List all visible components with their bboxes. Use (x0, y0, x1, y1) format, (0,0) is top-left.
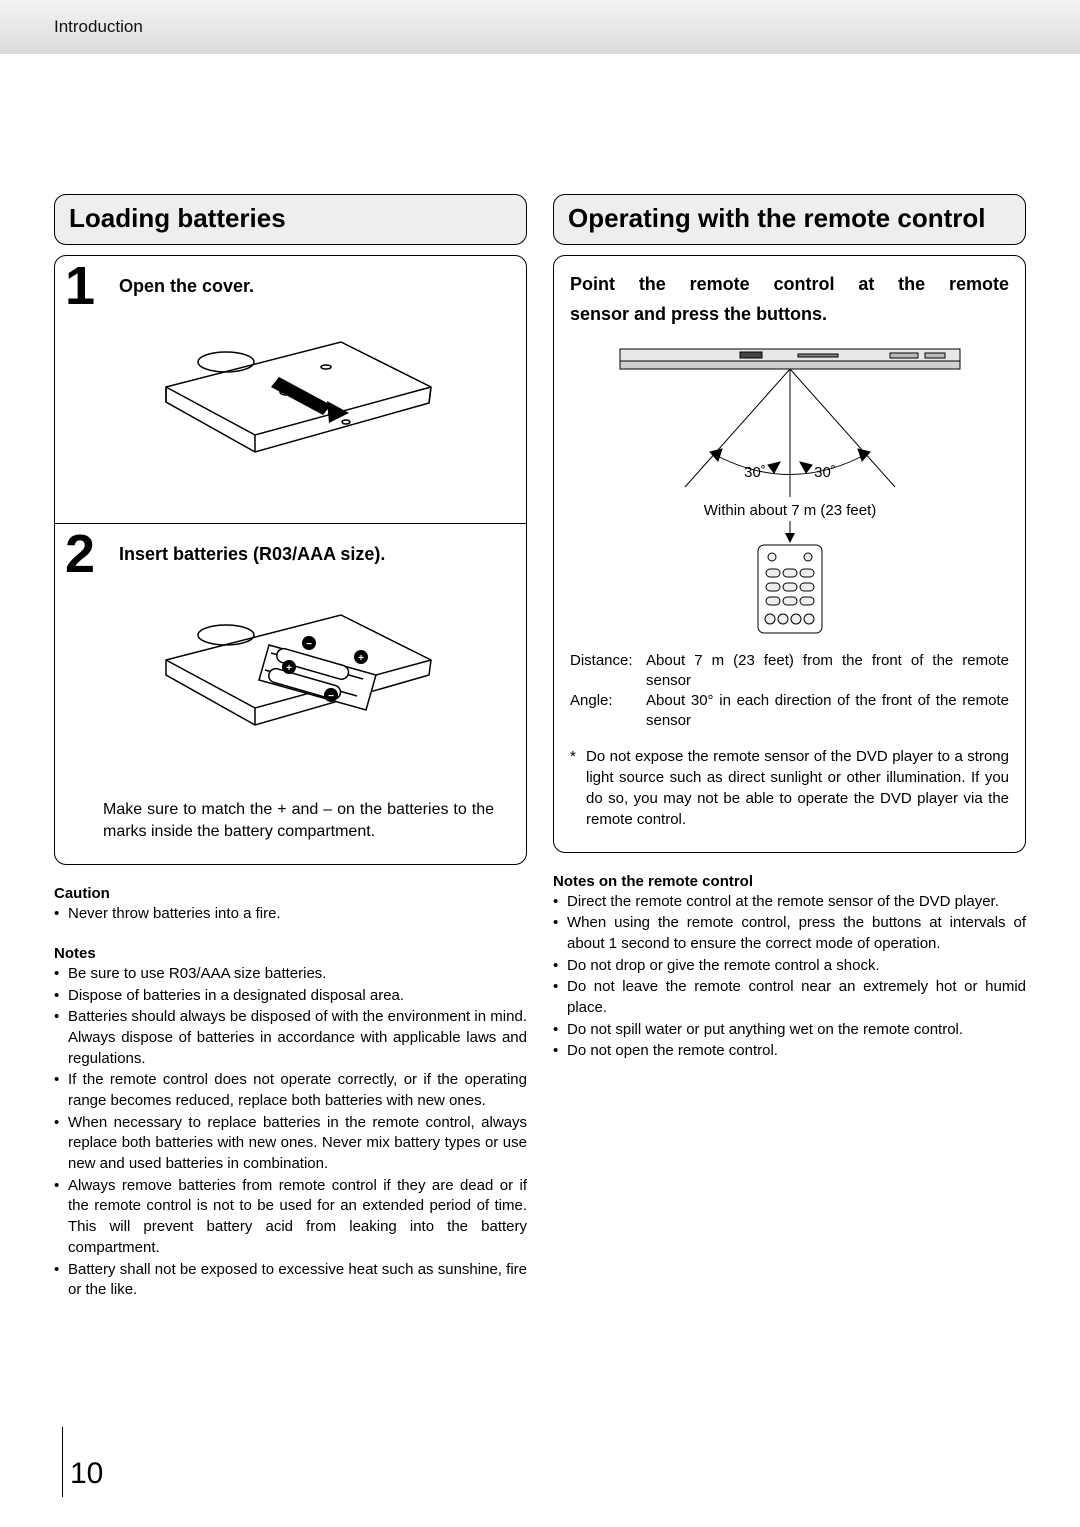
step-2: 2 Insert batteries (R03/AAA size). (55, 523, 526, 864)
list-item: •Do not leave the remote control near an… (553, 977, 1026, 1018)
list-item: •Direct the remote control at the remote… (553, 892, 1026, 913)
list-item: •Batteries should always be disposed of … (54, 1007, 527, 1069)
header-bar: Introduction (0, 0, 1080, 54)
spec-label: Distance: (570, 651, 646, 692)
insert-batteries-diagram: − + + − (131, 575, 451, 785)
spec-list: Distance: About 7 m (23 feet) from the f… (570, 651, 1009, 732)
caution-block: Caution •Never throw batteries into a fi… (54, 885, 527, 925)
notes-list-right: •Direct the remote control at the remote… (553, 892, 1026, 1063)
list-item: •Never throw batteries into a fire. (54, 904, 527, 925)
section-title-loading: Loading batteries (54, 194, 527, 245)
steps-box: 1 Open the cover. (54, 255, 527, 865)
range-label: Within about 7 m (23 feet) (703, 502, 876, 519)
list-item: •Do not drop or give the remote control … (553, 956, 1026, 977)
step-heading: Insert batteries (R03/AAA size). (119, 538, 512, 565)
angle-left-label: 30˚ (744, 464, 766, 481)
asterisk-icon: * (570, 746, 586, 830)
open-cover-diagram (131, 307, 451, 507)
notes-block-right: Notes on the remote control •Direct the … (553, 873, 1026, 1063)
list-item: •When necessary to replace batteries in … (54, 1113, 527, 1175)
remote-heading-line2: sensor and press the buttons. (570, 302, 1009, 326)
list-item: •If the remote control does not operate … (54, 1070, 527, 1111)
asterisk-note: * Do not expose the remote sensor of the… (570, 746, 1009, 830)
list-item: •Do not spill water or put anything wet … (553, 1020, 1026, 1041)
remote-heading-line1: Point the remote control at the remote (570, 272, 1009, 296)
remote-range-diagram: 30˚ 30˚ Within about 7 m (23 feet) (590, 337, 990, 637)
asterisk-text: Do not expose the remote sensor of the D… (586, 746, 1009, 830)
list-item: •Battery shall not be exposed to excessi… (54, 1260, 527, 1301)
caution-heading: Caution (54, 885, 527, 902)
list-item: •Dispose of batteries in a designated di… (54, 986, 527, 1007)
spec-value: About 30° in each direction of the front… (646, 691, 1009, 732)
spec-value: About 7 m (23 feet) from the front of th… (646, 651, 1009, 692)
angle-right-label: 30˚ (814, 464, 836, 481)
list-item: •Always remove batteries from remote con… (54, 1176, 527, 1259)
list-item: •Do not open the remote control. (553, 1041, 1026, 1062)
page-number: 10 (70, 1457, 103, 1491)
step-number: 2 (65, 532, 95, 578)
spec-row-distance: Distance: About 7 m (23 feet) from the f… (570, 651, 1009, 692)
notes-list-left: •Be sure to use R03/AAA size batteries. … (54, 964, 527, 1301)
svg-text:−: − (306, 639, 312, 650)
spec-row-angle: Angle: About 30° in each direction of th… (570, 691, 1009, 732)
spec-label: Angle: (570, 691, 646, 732)
remote-box: Point the remote control at the remote s… (553, 255, 1026, 853)
page-body: Loading batteries 1 Open the cover. (0, 54, 1080, 1302)
notes-block-left: Notes •Be sure to use R03/AAA size batte… (54, 945, 527, 1301)
caution-list: •Never throw batteries into a fire. (54, 904, 527, 925)
svg-text:+: + (358, 653, 364, 664)
step-heading: Open the cover. (119, 270, 512, 297)
right-column: Operating with the remote control Point … (553, 194, 1026, 1302)
svg-text:+: + (286, 663, 292, 674)
section-title-remote: Operating with the remote control (553, 194, 1026, 245)
step-1: 1 Open the cover. (55, 256, 526, 523)
notes-heading: Notes (54, 945, 527, 962)
page-number-rule (62, 1427, 63, 1497)
svg-text:−: − (328, 691, 334, 702)
list-item: •When using the remote control, press th… (553, 913, 1026, 954)
section-label: Introduction (54, 17, 143, 37)
notes-heading: Notes on the remote control (553, 873, 1026, 890)
step-note: Make sure to match the + and – on the ba… (103, 799, 494, 842)
step-number: 1 (65, 264, 95, 310)
list-item: •Be sure to use R03/AAA size batteries. (54, 964, 527, 985)
left-column: Loading batteries 1 Open the cover. (54, 194, 527, 1302)
